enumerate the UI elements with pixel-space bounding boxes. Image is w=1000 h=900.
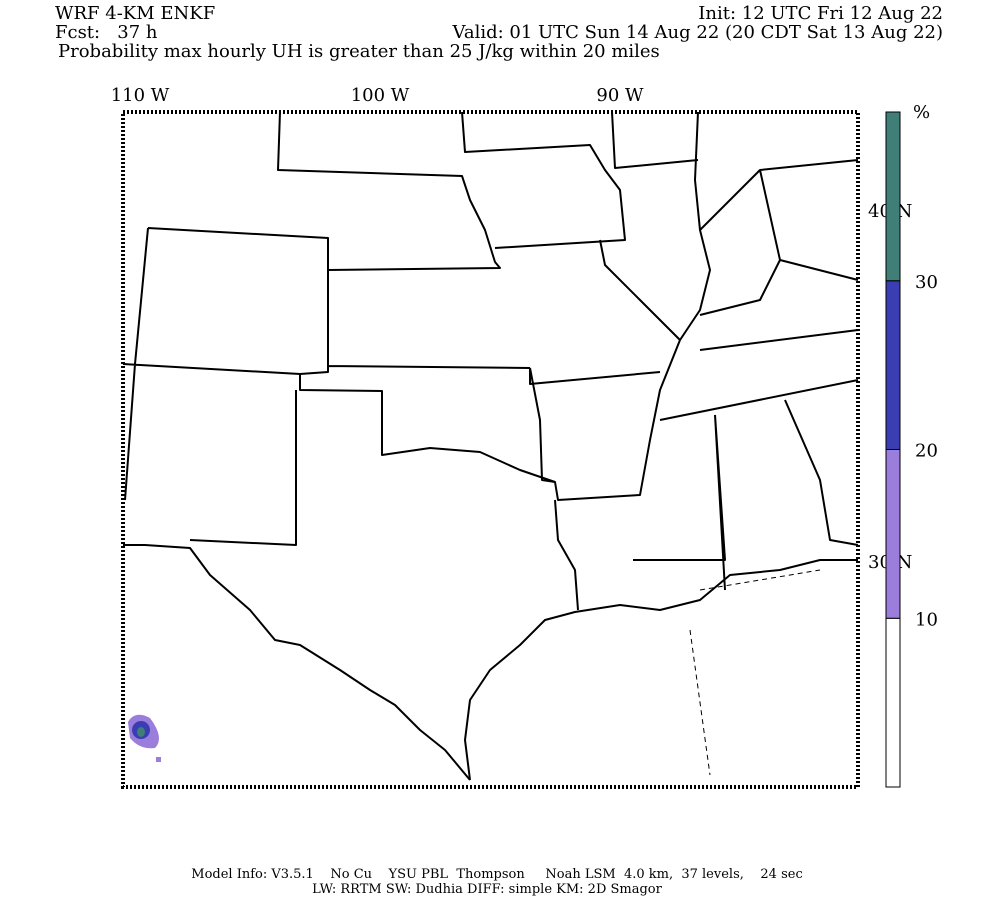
footer-line: LW: RRTM SW: Dudhia DIFF: simple KM: 2D … xyxy=(312,882,662,897)
map-borders xyxy=(122,111,859,781)
longitude-label: 90 W xyxy=(596,85,644,106)
model-name: WRF 4-KM ENKF xyxy=(55,3,215,24)
map-title: Probability max hourly UH is greater tha… xyxy=(58,41,660,62)
colorbar-segment xyxy=(885,111,901,282)
colorbar-segment xyxy=(885,449,901,619)
forecast-hour: Fcst: 37 h xyxy=(55,22,158,43)
probability-blob xyxy=(128,714,161,762)
colorbar-segment xyxy=(885,280,901,450)
longitude-label: 100 W xyxy=(351,85,410,106)
colorbar-unit: % xyxy=(913,102,930,123)
valid-time: Valid: 01 UTC Sun 14 Aug 22 (20 CDT Sat … xyxy=(451,22,943,43)
colorbar-label: 20 xyxy=(915,441,938,462)
map-frame xyxy=(121,110,860,789)
longitude-label: 110 W xyxy=(111,85,170,106)
colorbar-segment xyxy=(885,617,901,788)
colorbar-label: 30 xyxy=(915,272,938,293)
colorbar-label: 10 xyxy=(915,609,938,630)
init-time: Init: 12 UTC Fri 12 Aug 22 xyxy=(698,3,943,24)
footer-line: Model Info: V3.5.1 No Cu YSU PBL Thompso… xyxy=(191,867,802,882)
colorbar: 10 20 30 xyxy=(885,111,938,788)
